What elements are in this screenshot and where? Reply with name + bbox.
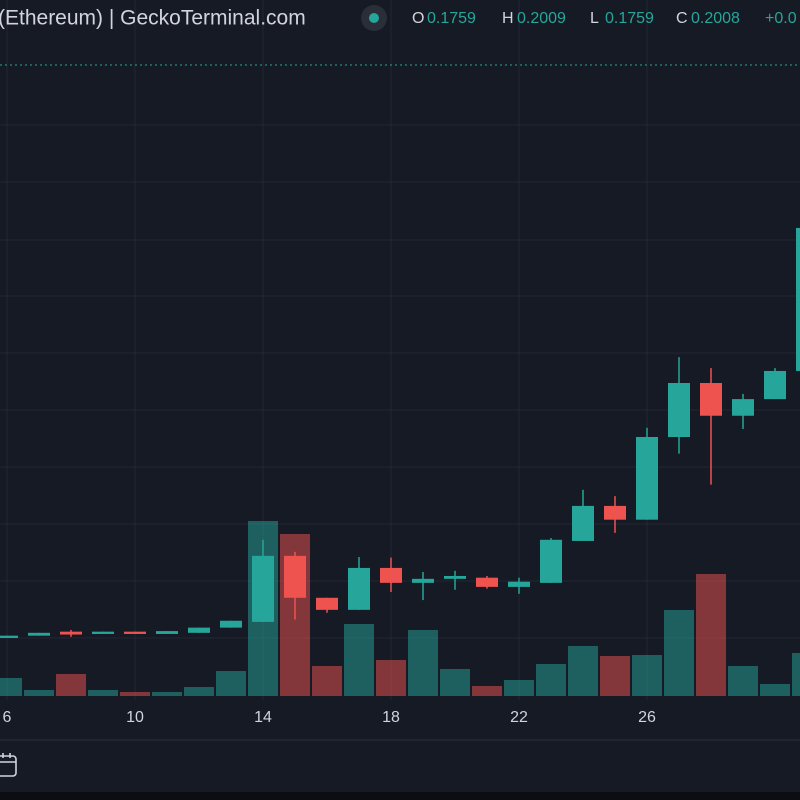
- candle-body: [476, 577, 498, 587]
- candle-body: [636, 436, 658, 520]
- candle-body: [604, 505, 626, 520]
- volume-bar: [216, 671, 246, 696]
- candle-body: [0, 635, 18, 638]
- volume-bar: [120, 692, 150, 696]
- candle-body: [412, 578, 434, 583]
- vertical-grid: [6, 0, 648, 700]
- legend-label: L: [590, 10, 599, 27]
- x-tick-label: 18: [382, 709, 400, 726]
- candle-body: [572, 505, 594, 541]
- volume-bar: [664, 610, 694, 696]
- legend-label: C: [676, 10, 688, 27]
- candle-body: [188, 627, 210, 633]
- volume-bar: [504, 680, 534, 696]
- volume-bar: [792, 653, 800, 696]
- legend-value: 0.1759: [427, 10, 476, 27]
- candle-body: [668, 383, 690, 437]
- volume-bar: [152, 692, 182, 696]
- volume-bar: [760, 684, 790, 696]
- volume-bar: [344, 624, 374, 696]
- volume-bar: [376, 660, 406, 696]
- legend-value: 0.1759: [605, 10, 654, 27]
- candle-body: [348, 567, 370, 610]
- x-tick-label: 14: [254, 709, 272, 726]
- x-tick-label: 22: [510, 709, 528, 726]
- volume-bar: [536, 664, 566, 696]
- candle-body: [28, 632, 50, 636]
- candle-body: [700, 383, 722, 416]
- volume-bar: [472, 686, 502, 696]
- chart-title: (Ethereum) | GeckoTerminal.com: [0, 7, 306, 30]
- legend-label: O: [412, 10, 424, 27]
- legend-value: 0.2009: [517, 10, 566, 27]
- volume-bar: [728, 666, 758, 696]
- volume-bar: [184, 687, 214, 696]
- candle-body: [540, 539, 562, 583]
- candle-body: [60, 631, 82, 635]
- volume-bar: [440, 669, 470, 696]
- volume-bar: [24, 690, 54, 696]
- candle-body: [764, 370, 786, 400]
- candle-body: [316, 597, 338, 610]
- calendar-body: [0, 755, 17, 777]
- legend-value: 0.2008: [691, 10, 740, 27]
- candle-pane: [0, 227, 800, 638]
- candle-body: [732, 399, 754, 416]
- volume-bar: [0, 678, 22, 696]
- volume-bar: [696, 574, 726, 696]
- legend-label: H: [502, 10, 514, 27]
- status-dot: [369, 13, 379, 23]
- calendar-icon[interactable]: [0, 753, 17, 777]
- candle-body: [92, 631, 114, 634]
- x-tick-label: 6: [3, 709, 12, 726]
- volume-bar: [568, 646, 598, 696]
- candle-body: [508, 581, 530, 587]
- ohlc-legend: O 0.1759 H 0.2009 L 0.1759 C 0.2008: [412, 10, 740, 27]
- candle-body: [284, 555, 306, 598]
- volume-bar: [408, 630, 438, 696]
- volume-bar: [312, 666, 342, 696]
- x-tick-label: 26: [638, 709, 656, 726]
- change-value: +0.0: [765, 10, 797, 27]
- candle-body: [220, 620, 242, 628]
- candle-body: [124, 631, 146, 634]
- candle-body: [796, 227, 800, 371]
- volume-bar: [600, 656, 630, 696]
- volume-bar: [56, 674, 86, 696]
- candle-body: [380, 567, 402, 583]
- volume-bar: [88, 690, 118, 696]
- x-axis: 61014182226O: [3, 709, 656, 726]
- volume-bar: [632, 655, 662, 696]
- x-tick-label: 10: [126, 709, 144, 726]
- candle-body: [156, 631, 178, 634]
- candle-body: [444, 575, 466, 579]
- candle-body: [252, 555, 274, 622]
- bottom-bar: [0, 792, 800, 800]
